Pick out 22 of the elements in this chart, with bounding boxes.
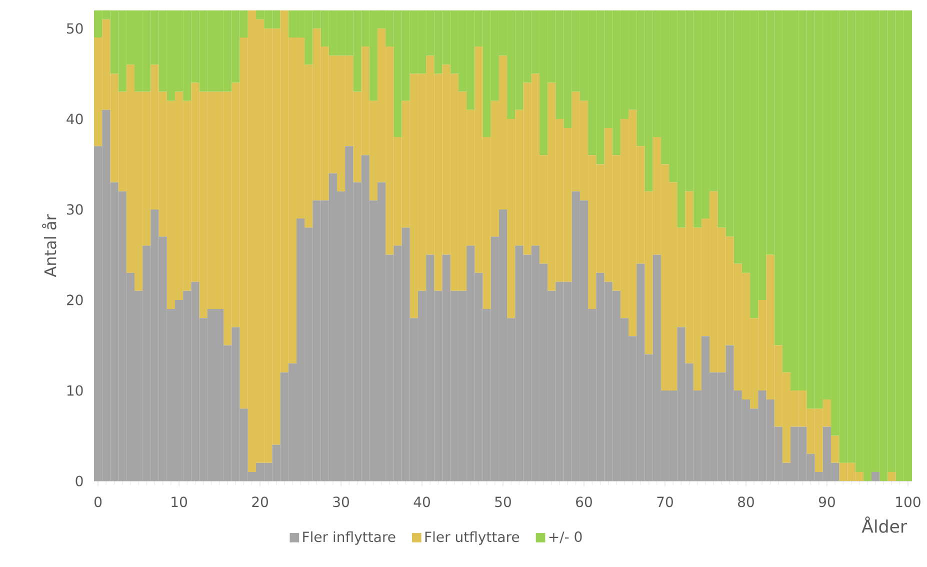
y-tick-label: 30 bbox=[66, 204, 83, 215]
x-tick-label: 10 bbox=[172, 496, 188, 508]
x-tick-label: 80 bbox=[738, 496, 754, 508]
legend-label: +/- 0 bbox=[549, 531, 582, 544]
x-tick-label: 60 bbox=[576, 496, 592, 508]
x-tick-label: 40 bbox=[414, 496, 430, 508]
x-tick-label: 100 bbox=[896, 496, 920, 508]
x-tick-label: 20 bbox=[252, 496, 268, 508]
x-tick-label: 50 bbox=[495, 496, 511, 508]
y-tick-label: 0 bbox=[76, 476, 83, 486]
y-tick-label: 10 bbox=[67, 385, 83, 396]
x-tick-label: 30 bbox=[333, 496, 349, 508]
x-tick-label: 90 bbox=[818, 496, 835, 508]
legend-label: Fler utflyttare bbox=[425, 531, 520, 545]
y-tick-label: 50 bbox=[67, 23, 83, 34]
x-tick-label: 70 bbox=[657, 496, 673, 508]
x-tick-label: 0 bbox=[94, 496, 102, 508]
y-tick-label: 20 bbox=[66, 294, 83, 306]
y-tick-label: 40 bbox=[66, 114, 83, 124]
x-axis-title: Ålder bbox=[862, 516, 908, 533]
y-axis-title: Antal år bbox=[42, 214, 56, 278]
legend-label: Fler inflyttare bbox=[303, 531, 396, 545]
